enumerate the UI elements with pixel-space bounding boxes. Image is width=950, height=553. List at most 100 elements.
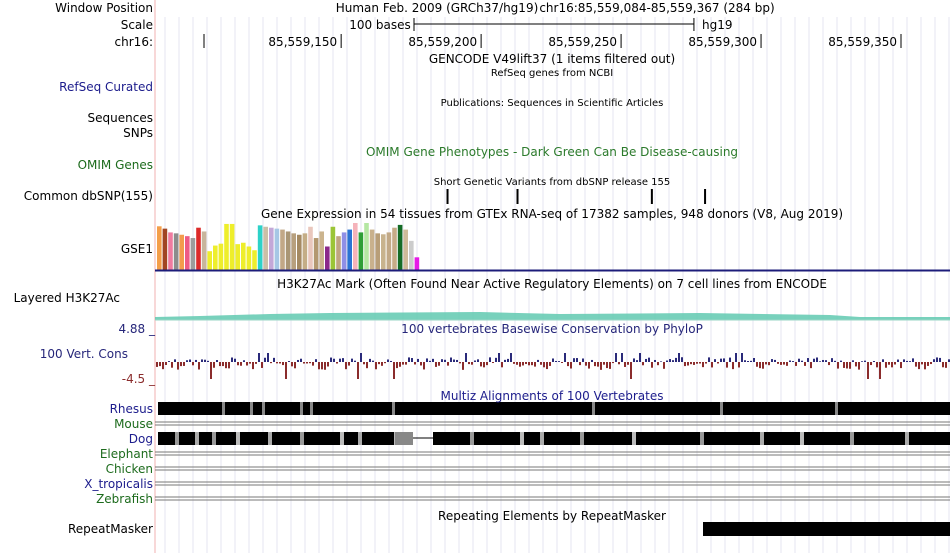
phylop-score-bar [204,359,206,362]
phylop-score-bar [792,361,794,362]
phylop-title[interactable]: 100 vertebrates Basewise Conservation by… [401,322,703,336]
phylop-score-bar [399,362,401,367]
phylop-score-bar [600,362,602,370]
phylop-score-bar [753,358,755,362]
gtex-tissue-bar [313,238,319,270]
phylop-score-bar [468,362,470,365]
ruler-tick-label: 85,559,200 [408,35,477,49]
position-title: chr16:85,559,084-85,559,367 (284 bp) [539,1,775,15]
gtex-title[interactable]: Gene Expression in 54 tissues from GTEx … [260,207,844,221]
refseq-curated-label[interactable]: RefSeq Curated [59,80,153,94]
phylop-score-bar [432,358,434,362]
phylop-score-bar [819,361,821,362]
publications-title[interactable]: Publications: Sequences in Scientific Ar… [440,98,664,109]
phylop-score-bar [252,362,254,370]
repeatmasker-element [703,522,950,536]
multiz-rhesus-label[interactable]: Rhesus [109,402,153,416]
gtex-tissue-bar [190,238,196,270]
phylop-score-bar [843,362,845,368]
phylop-score-bar [666,360,668,362]
gtex-tissue-bar [269,227,274,270]
alignment-block [470,432,474,445]
snps-label[interactable]: SNPs [123,126,153,140]
phylop-score-bar [561,362,563,364]
phylop-score-bar [294,362,296,369]
gse1-label[interactable]: GSE1 [120,242,153,256]
phylop-score-bar [528,362,530,366]
phylop-score-bar [759,362,761,369]
phylop-score-bar [714,359,716,362]
scale-label: Scale [120,18,153,32]
multiz-zebrafish-label[interactable]: Zebrafish [96,492,153,506]
phylop-score-bar [810,362,812,369]
alignment-block [195,432,199,445]
phylop-score-bar [924,362,926,370]
phylop-score-bar [435,362,437,367]
alignment-block [700,432,704,445]
phylop-score-bar [504,359,506,362]
phylop-score-bar [351,358,353,362]
alignment-block [632,432,636,445]
repeatmasker-title[interactable]: Repeating Elements by RepeatMasker [438,509,666,523]
phylop-score-bar [186,360,188,362]
phylop-score-bar [681,357,683,362]
gtex-tissue-bar [392,227,397,270]
phylop-score-bar [156,362,158,367]
phylop-score-bar [612,362,614,364]
multiz-chicken-label[interactable]: Chicken [105,462,153,476]
gtex-tissue-bar [218,243,224,270]
scale-bases-text: 100 bases [349,18,411,32]
omim-title[interactable]: OMIM Gene Phenotypes - Dark Green Can Be… [365,145,739,159]
phylop-score-bar [390,360,392,362]
phylop-score-bar [450,357,452,362]
multiz-mouse-label[interactable]: Mouse [114,417,153,431]
gtex-tissue-bar [263,226,268,270]
phylop-score-bar [594,362,596,367]
phylop-score-bar [927,362,929,366]
phylop-score-bar [483,362,485,368]
phylop-score-bar [456,359,458,362]
phylop-score-bar [267,353,269,362]
gtex-tissue-bar [224,223,229,270]
phylop-score-bar [813,358,815,362]
phylop-score-bar [750,360,752,362]
repeatmasker-label[interactable]: RepeatMasker [67,522,153,536]
refseq-title[interactable]: RefSeq genes from NCBI [490,68,614,79]
phylop-score-bar [858,362,860,370]
multiz-dog-label[interactable]: Dog [128,432,153,446]
gtex-tissue-bar [297,234,302,270]
h3k27ac-title[interactable]: H3K27Ac Mark (Often Found Near Active Re… [277,277,827,291]
layered-h3k27ac-label[interactable]: Layered H3K27Ac [13,291,120,305]
alignment-block [268,432,272,445]
gencode-title[interactable]: GENCODE V49lift37 (1 items filtered out) [428,52,676,66]
phylop-score-bar [273,357,275,362]
omim-genes-label[interactable]: OMIM Genes [77,158,153,172]
multiz-x-tropicalis-label[interactable]: X_tropicalis [84,477,153,491]
phylop-score-bar [174,359,176,362]
phylop-score-bar [438,362,440,366]
phylop-score-bar [624,362,626,367]
multiz-title[interactable]: Multiz Alignments of 100 Vertebrates [440,389,664,403]
gtex-tissue-bar [241,242,246,270]
vert-cons-label[interactable]: 100 Vert. Cons [39,347,128,361]
common-dbsnp-label[interactable]: Common dbSNP(155) [23,189,153,203]
alignment-block [392,402,395,415]
phylop-score-bar [684,362,686,367]
alignment-block [358,432,362,445]
phylop-score-bar [402,362,404,365]
dbsnp-title[interactable]: Short Genetic Variants from dbSNP releas… [433,177,671,188]
multiz-elephant-label[interactable]: Elephant [99,447,153,461]
phylop-score-bar [195,359,197,362]
phylop-score-bar [654,359,656,362]
gtex-tissue-bar [302,233,308,270]
sequences-label[interactable]: Sequences [87,111,153,125]
phylop-score-bar [825,360,827,362]
phylop-score-bar [321,362,323,370]
phylop-score-bar [906,360,908,362]
phylop-score-bar [192,362,194,366]
phylop-score-bar [303,362,305,364]
phylop-score-bar [393,362,395,379]
phylop-score-bar [288,361,290,362]
